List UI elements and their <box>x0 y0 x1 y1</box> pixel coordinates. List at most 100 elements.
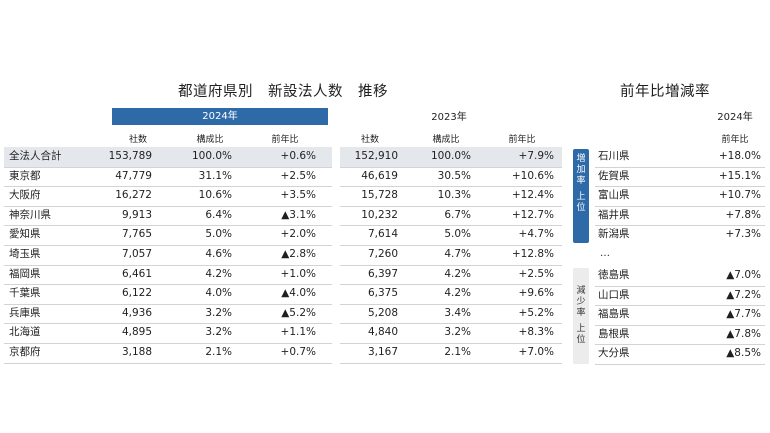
pref-name: 新潟県 <box>598 228 630 241</box>
companies-value: 9,913 <box>121 208 152 221</box>
table-row: 47,779 31.1% +2.5% <box>86 167 332 188</box>
pref-name: 富山県 <box>598 189 630 202</box>
table-row: 6,375 4.2% +9.6% <box>340 284 562 305</box>
yoy-value: +15.1% <box>718 169 761 182</box>
table-row: 兵庫県 <box>4 304 86 325</box>
yoy-value: +3.5% <box>280 189 316 202</box>
companies-value: 7,614 <box>367 228 398 241</box>
label-char: 率 <box>576 176 586 186</box>
label-char: 加 <box>576 165 586 175</box>
table-row: 5,208 3.4% +5.2% <box>340 304 562 325</box>
yoy-value: +10.6% <box>511 169 554 182</box>
share-value: 6.4% <box>205 208 232 221</box>
yoy-value: +5.2% <box>518 306 554 319</box>
companies-value: 4,840 <box>367 326 398 339</box>
list-item: 富山県 +10.7% <box>595 186 765 207</box>
share-value: 2.1% <box>444 346 471 358</box>
pref-name: 山口県 <box>598 288 630 301</box>
year-2023-header: 2023年 <box>431 112 467 123</box>
yoy-value: +2.5% <box>518 267 554 280</box>
companies-value: 10,232 <box>361 208 398 221</box>
companies-value: 4,895 <box>121 326 152 339</box>
table-row: 6,461 4.2% +1.0% <box>86 265 332 286</box>
label-char: 増 <box>576 154 586 164</box>
pref-name: 島根県 <box>598 327 630 340</box>
pref-name: 愛知県 <box>9 228 41 241</box>
pref-name: 大阪府 <box>9 189 41 202</box>
share-value: 5.0% <box>444 228 471 241</box>
pref-name: 千葉県 <box>9 287 41 300</box>
pref-name: 兵庫県 <box>9 306 41 319</box>
prefecture-column: 全法人合計 東京都 大阪府 神奈川県 愛知県 埼玉県 福岡県 千葉県 兵庫県 北… <box>4 147 86 367</box>
yoy-value: ▲2.8% <box>281 248 316 260</box>
table-row: 京都府 <box>4 343 86 364</box>
pref-name: 北海道 <box>9 326 41 339</box>
left-title: 都道府県別 新設法人数 推移 <box>178 84 388 100</box>
share-value: 3.2% <box>205 306 232 319</box>
pref-name: 徳島県 <box>598 269 630 281</box>
table-2023: 152,910 100.0% +7.9% 46,619 30.5% +10.6% 15,… <box>340 147 562 367</box>
increase-list: 石川県 +18.0% 佐賀県 +15.1% 富山県 +10.7% 福井県 +7.8% 新… <box>595 147 765 247</box>
list-item: 山口県 ▲7.2% <box>595 286 765 307</box>
yoy-value: +0.6% <box>280 150 316 162</box>
col-share-2023: 構成比 <box>432 135 460 145</box>
table-row: 東京都 <box>4 167 86 188</box>
companies-value: 15,728 <box>361 189 398 202</box>
yoy-value: +1.1% <box>280 326 316 339</box>
table-row: 全法人合計 <box>4 147 86 168</box>
share-value: 4.2% <box>444 287 471 300</box>
list-item: 島根県 ▲7.8% <box>595 325 765 346</box>
share-value: 30.5% <box>437 169 471 182</box>
list-item: 徳島県 ▲7.0% <box>595 266 765 287</box>
companies-value: 7,765 <box>121 228 152 241</box>
table-row: 6,397 4.2% +2.5% <box>340 265 562 286</box>
table-row: 大阪府 <box>4 186 86 207</box>
companies-value: 152,910 <box>354 150 398 162</box>
share-value: 6.7% <box>444 208 471 221</box>
yoy-value: ▲5.2% <box>281 306 316 319</box>
share-value: 4.2% <box>205 267 232 280</box>
table-row: 153,789 100.0% +0.6% <box>86 147 332 168</box>
table-row: 16,272 10.6% +3.5% <box>86 186 332 207</box>
yoy-value: ▲8.5% <box>726 347 761 360</box>
table-row: 北海道 <box>4 323 86 344</box>
label-char: 上 <box>576 324 586 334</box>
year-2024-header: 2024年 <box>112 108 328 125</box>
decrease-list: 徳島県 ▲7.0% 山口県 ▲7.2% 福島県 ▲7.7% 島根県 ▲7.8% 大分県 ▲… <box>595 266 765 366</box>
col-yoy-2023: 前年比 <box>508 135 536 145</box>
list-item: 福井県 +7.8% <box>595 206 765 227</box>
table-row: 福岡県 <box>4 265 86 286</box>
yoy-value: ▲3.1% <box>281 208 316 221</box>
companies-value: 6,122 <box>121 287 152 300</box>
pref-name: 佐賀県 <box>598 169 630 182</box>
yoy-value: +9.6% <box>518 287 554 300</box>
share-value: 3.4% <box>444 306 471 319</box>
pref-name: 福島県 <box>598 308 630 321</box>
col-yoy-right: 前年比 <box>721 135 749 145</box>
table-row: 3,188 2.1% +0.7% <box>86 343 332 364</box>
table-row: 神奈川県 <box>4 206 86 227</box>
share-value: 3.2% <box>444 326 471 339</box>
list-item: 新潟県 +7.3% <box>595 225 765 245</box>
col-companies-2023: 社数 <box>360 135 379 145</box>
yoy-value: +7.9% <box>518 150 554 162</box>
table-row: 愛知県 <box>4 225 86 246</box>
companies-value: 46,619 <box>361 169 398 182</box>
col-share-2024: 構成比 <box>196 135 224 145</box>
table-row: 10,232 6.7% +12.7% <box>340 206 562 227</box>
yoy-value: ▲7.8% <box>726 327 761 340</box>
pref-name: 福岡県 <box>9 267 41 280</box>
table-row: 15,728 10.3% +12.4% <box>340 186 562 207</box>
pref-name: 神奈川県 <box>9 208 51 221</box>
share-value: 5.0% <box>205 228 232 241</box>
label-char: 減 <box>576 286 586 296</box>
pref-name: 埼玉県 <box>9 248 41 260</box>
yoy-value: +7.3% <box>725 228 761 241</box>
share-value: 4.7% <box>444 248 471 260</box>
pref-name: 京都府 <box>9 346 41 358</box>
yoy-value: +7.8% <box>725 208 761 221</box>
table-row: 7,260 4.7% +12.8% <box>340 245 562 266</box>
yoy-value: ▲7.2% <box>726 288 761 301</box>
list-item: 大分県 ▲8.5% <box>595 344 765 365</box>
share-value: 3.2% <box>205 326 232 339</box>
